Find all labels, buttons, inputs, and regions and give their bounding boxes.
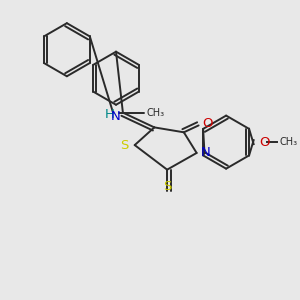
- Text: O: O: [260, 136, 270, 148]
- Text: CH₃: CH₃: [279, 137, 297, 147]
- Text: N: N: [201, 146, 210, 159]
- Text: O: O: [202, 117, 213, 130]
- Text: S: S: [163, 180, 171, 193]
- Text: N: N: [111, 110, 121, 123]
- Text: CH₃: CH₃: [146, 108, 165, 118]
- Text: S: S: [120, 139, 129, 152]
- Text: H: H: [105, 108, 115, 121]
